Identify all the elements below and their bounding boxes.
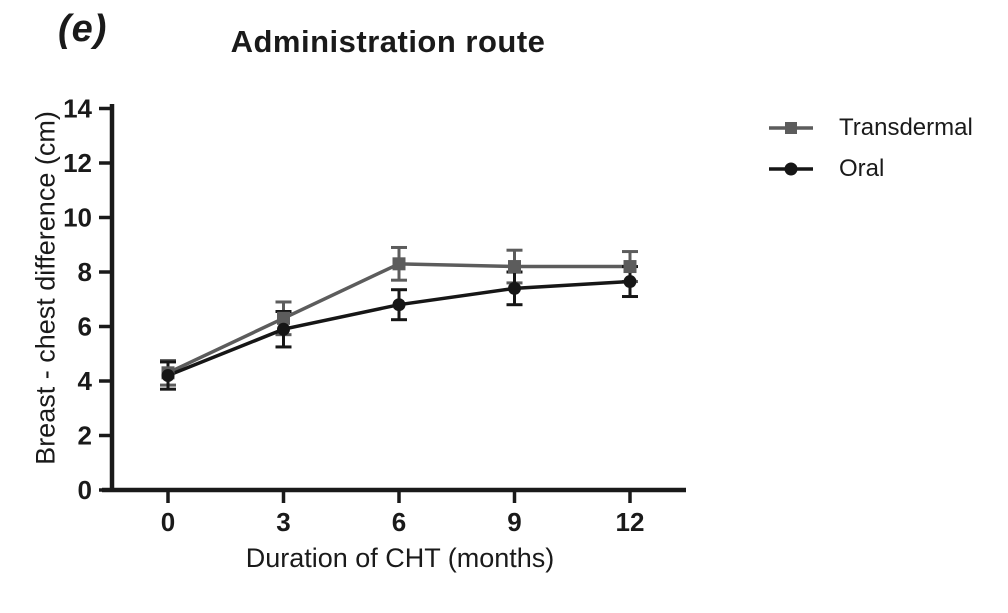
data-point-circle-oral [277, 322, 290, 336]
y-axis-tick-label: 4 [78, 366, 93, 396]
legend: Transdermal Oral [768, 116, 973, 181]
y-axis-tick-label: 12 [63, 148, 92, 178]
data-point-circle-oral [161, 369, 175, 383]
data-point-circle-oral [508, 281, 521, 295]
x-axis-title: Duration of CHT (months) [245, 543, 555, 573]
data-point-circle-oral [623, 275, 637, 289]
x-axis-tick-label: 0 [161, 507, 175, 537]
x-axis-tick-label: 3 [276, 507, 290, 537]
y-axis-tick-label: 2 [78, 421, 92, 451]
panel-label: (e) [58, 8, 108, 50]
data-point-square-transdermal [623, 260, 637, 274]
data-point-circle-oral [392, 298, 406, 312]
y-axis-tick-label: 6 [78, 312, 92, 342]
y-axis-tick-label: 10 [63, 203, 92, 233]
legend-item-transdermal: Transdermal [768, 116, 973, 140]
x-axis-tick-label: 6 [392, 507, 406, 537]
data-point-square-transdermal [277, 311, 290, 325]
x-axis-tick-label: 12 [616, 507, 645, 537]
legend-circle-marker-icon [769, 162, 813, 176]
y-axis-tick-label: 8 [78, 257, 92, 287]
x-axis-tick-label: 9 [507, 507, 521, 537]
legend-label: Transdermal [839, 114, 973, 141]
chart-title: Administration route [230, 24, 546, 59]
legend-item-oral: Oral [768, 157, 973, 181]
data-point-square-transdermal [508, 260, 521, 274]
legend-square-marker-icon [769, 122, 813, 134]
legend-label: Oral [839, 155, 885, 182]
y-axis-tick-label: 14 [63, 94, 92, 124]
data-point-square-transdermal [392, 257, 406, 271]
y-axis-tick-label: 0 [78, 475, 92, 505]
